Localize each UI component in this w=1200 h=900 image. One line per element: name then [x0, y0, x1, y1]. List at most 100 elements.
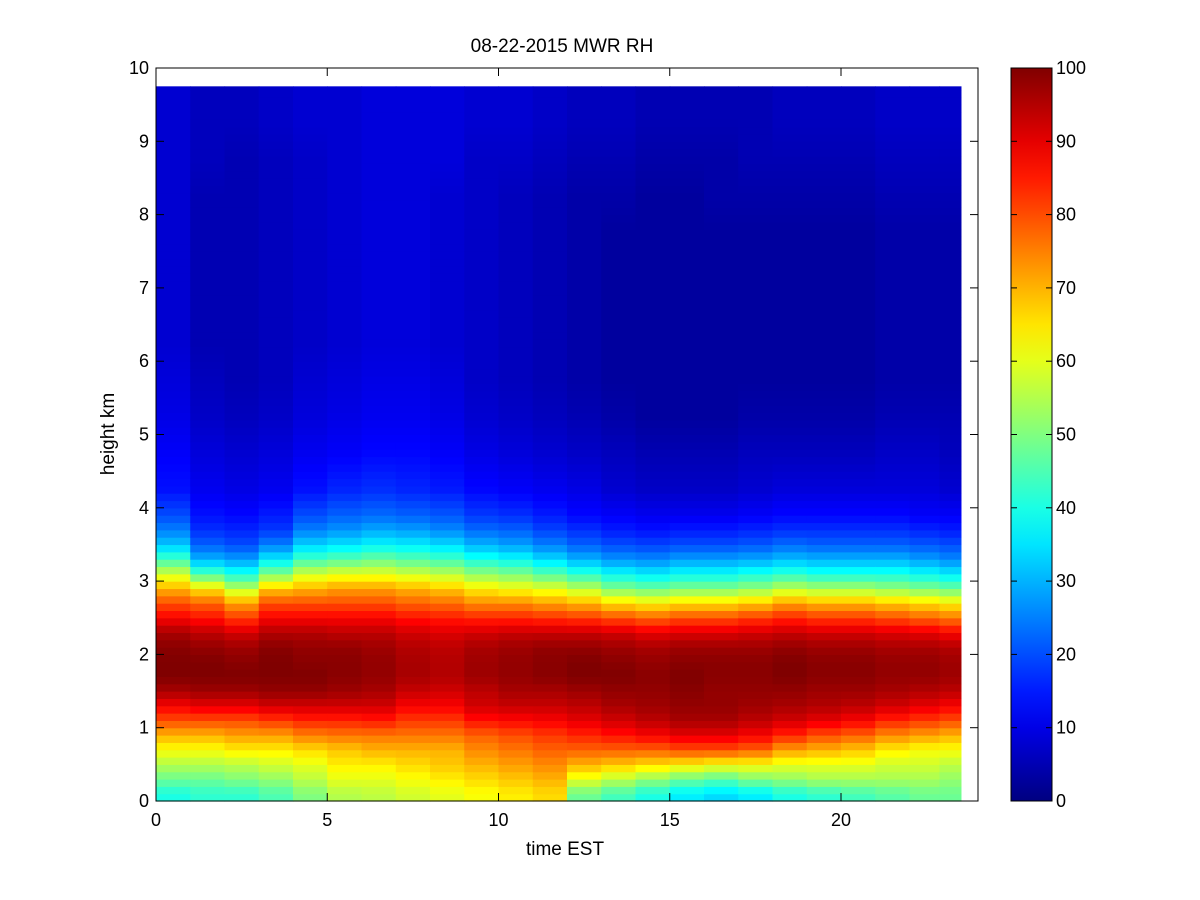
heatmap-cell [704, 375, 739, 384]
heatmap-cell [430, 581, 465, 590]
heatmap-cell [464, 441, 500, 450]
heatmap-cell [224, 287, 260, 296]
heatmap-cell [258, 632, 294, 641]
heatmap-cell [841, 595, 876, 604]
heatmap-cell [190, 280, 226, 289]
heatmap-cell [258, 603, 294, 612]
heatmap-cell [498, 632, 534, 641]
heatmap-cell [635, 493, 671, 502]
heatmap-cell [567, 581, 602, 590]
heatmap-cell [258, 229, 294, 238]
heatmap-cell [738, 727, 774, 736]
heatmap-cell [224, 170, 260, 179]
heatmap-cell [361, 185, 397, 194]
heatmap-cell [567, 603, 602, 612]
heatmap-cell [224, 757, 260, 765]
heatmap-cell [156, 749, 191, 758]
heatmap-cell [327, 522, 363, 531]
y-tick-label: 5 [139, 425, 149, 445]
heatmap-cell [498, 86, 534, 91]
heatmap-cell [361, 346, 397, 355]
heatmap-cell [361, 522, 397, 531]
heatmap-cell [224, 119, 260, 128]
heatmap-cell [806, 463, 842, 472]
heatmap-cell [395, 713, 431, 721]
heatmap-cell [464, 691, 500, 699]
heatmap-cell [635, 603, 671, 612]
heatmap-cell [430, 302, 465, 311]
heatmap-cell [909, 361, 941, 370]
heatmap-cell [841, 632, 876, 641]
heatmap-cell [875, 368, 911, 377]
heatmap-cell [875, 617, 911, 626]
heatmap-cell [190, 126, 226, 135]
heatmap-cell [430, 749, 465, 758]
heatmap-cell [635, 214, 671, 223]
heatmap-cell [939, 698, 962, 707]
heatmap-cell [498, 199, 534, 208]
heatmap-cell [601, 199, 637, 208]
heatmap-cell [532, 199, 568, 208]
heatmap-cell [567, 126, 602, 135]
heatmap-cell [806, 515, 842, 524]
heatmap-cell [806, 647, 842, 655]
heatmap-cell [395, 603, 431, 612]
heatmap-cell [430, 793, 465, 802]
heatmap-cell [258, 757, 294, 765]
heatmap-cell [361, 735, 397, 743]
heatmap-cell [939, 317, 962, 326]
heatmap-cell [909, 625, 941, 634]
heatmap-cell [327, 192, 363, 201]
heatmap-cell [567, 617, 602, 626]
heatmap-cell [601, 97, 637, 106]
heatmap-cell [806, 163, 842, 172]
heatmap-cell [772, 595, 808, 604]
heatmap-cell [909, 295, 941, 304]
heatmap-cell [327, 603, 363, 612]
heatmap-cell [327, 669, 363, 677]
heatmap-cell [224, 485, 260, 494]
heatmap-cell [498, 148, 534, 157]
heatmap-cell [875, 192, 911, 201]
heatmap-cell [669, 500, 705, 509]
heatmap-cell [464, 390, 500, 399]
heatmap-cell [327, 397, 363, 406]
heatmap-cell [498, 331, 534, 340]
heatmap-cell [156, 390, 191, 399]
heatmap-cell [841, 390, 876, 399]
heatmap-cell [395, 405, 431, 414]
heatmap-cell [464, 346, 500, 355]
heatmap-cell [806, 471, 842, 480]
heatmap-cell [293, 236, 328, 245]
heatmap-cell [156, 581, 191, 590]
heatmap-cell [704, 441, 739, 450]
heatmap-cell [430, 639, 465, 648]
heatmap-cell [909, 507, 941, 516]
heatmap-cell [635, 97, 671, 106]
heatmap-cell [464, 698, 500, 707]
heatmap-cell [704, 661, 739, 670]
heatmap-cell [704, 251, 739, 260]
heatmap-cell [190, 559, 226, 568]
heatmap-cell [669, 471, 705, 480]
heatmap-cell [498, 610, 534, 619]
heatmap-cell [532, 727, 568, 736]
heatmap-cell [738, 551, 774, 560]
heatmap-cell [293, 764, 328, 773]
heatmap-cell [327, 302, 363, 311]
heatmap-cell [806, 295, 842, 304]
heatmap-cell [806, 434, 842, 443]
heatmap-cell [258, 192, 294, 201]
heatmap-cell [772, 251, 808, 260]
heatmap-cell [704, 324, 739, 333]
heatmap-cell [806, 111, 842, 120]
heatmap-cell [704, 625, 739, 634]
heatmap-cell [498, 588, 534, 597]
heatmap-cell [909, 280, 941, 289]
colorbar-tick-label: 60 [1056, 351, 1076, 371]
heatmap-cell [704, 361, 739, 370]
heatmap-cell [430, 683, 465, 692]
heatmap-cell [498, 471, 534, 480]
heatmap-cell [190, 309, 226, 318]
heatmap-cell [258, 280, 294, 289]
